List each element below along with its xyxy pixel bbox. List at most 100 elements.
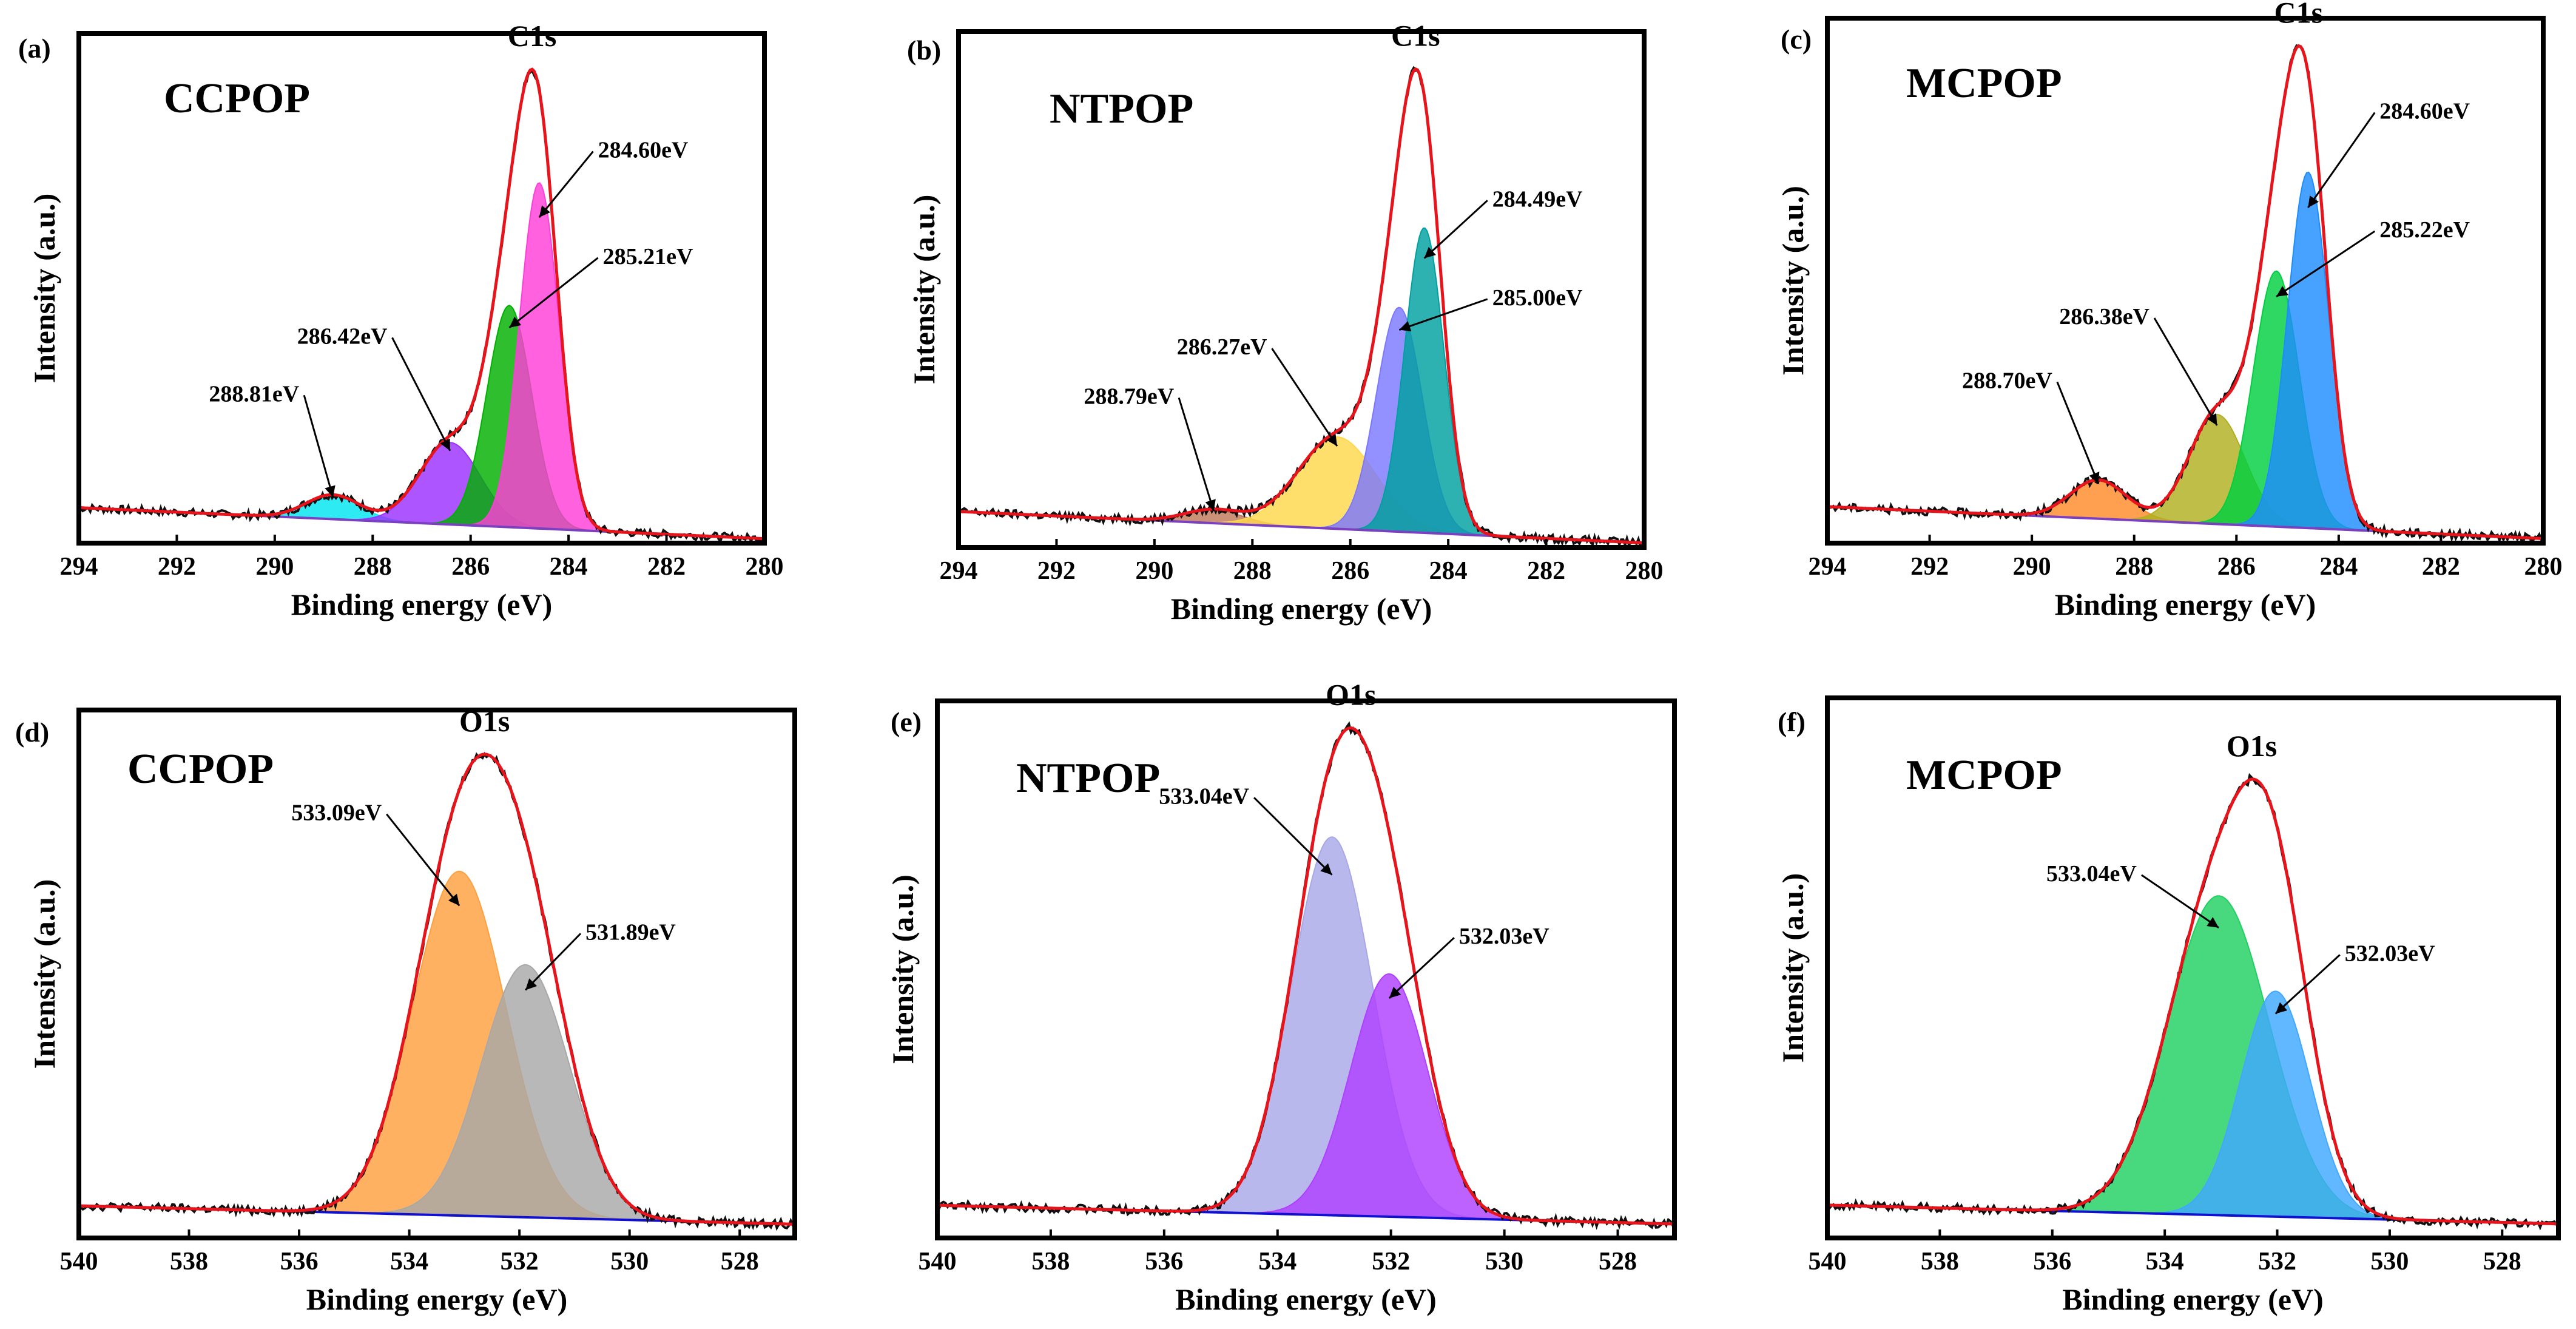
peak-title: O1s: [2227, 729, 2277, 763]
plot-area: [959, 66, 1644, 547]
annotation-arrow: [1398, 298, 1488, 331]
x-tick-label: 288: [354, 553, 392, 581]
x-tick-label: 532: [1372, 1248, 1410, 1276]
annotation-arrowhead: [1399, 321, 1412, 332]
annotation-arrow: [391, 337, 451, 451]
sample-name: MCPOP: [1906, 752, 2062, 799]
chart-panel-6: 540 538 536 534 532 530 528 Binding energy (eV)…: [1776, 695, 2561, 1316]
annotation-arrow: [1253, 797, 1333, 876]
peak-title: O1s: [1326, 677, 1376, 711]
x-tick-label: 536: [1145, 1248, 1183, 1276]
y-axis-label: Intensity (a.u.): [27, 879, 61, 1069]
plot-area: [1827, 44, 2543, 543]
x-tick-label: 540: [1809, 1248, 1847, 1276]
annotation-arrowhead: [2276, 286, 2289, 297]
peak-title: C1s: [2274, 0, 2324, 30]
component-peak-1: [79, 870, 795, 1225]
x-tick-label: 528: [721, 1248, 759, 1276]
chart-panel-1: 294 292 290 288 286 284 282 280 Binding energy (…: [18, 19, 784, 621]
chart-panel-2: 294 292 290 288 286 284 282 280 Binding energy (…: [907, 19, 1664, 626]
x-tick-label: 294: [1809, 553, 1847, 581]
panel-letter: (c): [1781, 24, 1812, 55]
x-tick-label: 540: [60, 1248, 98, 1276]
x-tick-label: 280: [1625, 557, 1664, 585]
plot-area: [937, 721, 1674, 1230]
sample-name: NTPOP: [1016, 755, 1160, 802]
x-tick-label: 536: [2033, 1248, 2071, 1276]
fitted-envelope-line: [1827, 44, 2543, 540]
peak-annotation-label: 533.04eV: [2046, 861, 2137, 887]
peak-annotation-label: 288.70eV: [1962, 368, 2052, 393]
annotation-arrow: [1388, 937, 1455, 999]
peak-annotation-label: 286.27eV: [1177, 334, 1267, 360]
plot-frame: [935, 698, 1677, 1240]
annotation-arrowhead: [1424, 246, 1436, 259]
x-tick-label: 290: [1135, 557, 1173, 585]
x-tick-label: 288: [2115, 553, 2153, 581]
x-tick-label: 528: [1599, 1248, 1637, 1276]
plot-area: [79, 67, 764, 543]
x-tick-label: 282: [1527, 557, 1565, 585]
peak-annotation-label: 288.79eV: [1084, 384, 1174, 409]
peak-title: C1s: [508, 19, 557, 53]
annotation-arrow: [508, 257, 599, 329]
peak-title: O1s: [459, 704, 510, 738]
annotation-arrow: [525, 933, 582, 991]
peak-annotation-label: 531.89eV: [585, 919, 676, 945]
x-tick-label: 286: [2217, 553, 2256, 581]
x-tick-label: 284: [2319, 553, 2358, 581]
chart-panel-5: 540 538 536 534 532 530 528 Binding energy (eV)…: [886, 677, 1677, 1316]
peak-annotation-label: 532.03eV: [2345, 941, 2435, 966]
x-tick-label: 294: [940, 557, 978, 585]
annotation-arrowhead: [2275, 1002, 2288, 1014]
x-tick-label: 538: [1921, 1248, 1959, 1276]
fitted-envelope-line: [937, 726, 1674, 1226]
fitted-envelope-line: [79, 67, 764, 541]
x-tick-label: 534: [1258, 1248, 1296, 1276]
y-axis-label: Intensity (a.u.): [27, 194, 61, 384]
peak-annotation-label: 285.21eV: [603, 244, 693, 269]
x-tick-label: 290: [2013, 553, 2051, 581]
annotation-arrowhead: [440, 438, 450, 451]
panel-letter: (f): [1778, 706, 1806, 737]
annotation-arrow: [2276, 230, 2376, 298]
x-tick-label: 286: [451, 553, 490, 581]
annotation-arrowhead: [2207, 413, 2217, 426]
x-axis-label: Binding energy (eV): [2062, 1282, 2324, 1316]
annotation-arrowhead: [509, 316, 522, 328]
y-axis-label: Intensity (a.u.): [907, 195, 941, 385]
peak-annotation-label: 533.04eV: [1159, 783, 1249, 809]
fitted-envelope-line: [1827, 777, 2558, 1226]
x-tick-label: 532: [2258, 1248, 2296, 1276]
x-tick-label: 538: [1031, 1248, 1070, 1276]
x-tick-label: 290: [255, 553, 294, 581]
fitted-envelope-line: [79, 752, 795, 1226]
annotation-arrow: [386, 813, 460, 907]
sample-name: NTPOP: [1050, 86, 1193, 132]
peak-annotation-label: 286.38eV: [2059, 304, 2149, 330]
annotation-arrowhead: [539, 205, 551, 218]
x-tick-label: 292: [1037, 557, 1076, 585]
peak-annotation-label: 533.09eV: [291, 800, 382, 826]
x-tick-label: 284: [550, 553, 588, 581]
y-axis-label: Intensity (a.u.): [1776, 186, 1810, 376]
peak-title: C1s: [1391, 19, 1440, 53]
x-tick-label: 536: [280, 1248, 319, 1276]
x-tick-label: 288: [1233, 557, 1272, 585]
annotation-arrow: [303, 394, 334, 498]
x-tick-label: 534: [390, 1248, 428, 1276]
plot-area: [1827, 773, 2558, 1231]
x-tick-label: 280: [2524, 553, 2563, 581]
annotation-arrow: [2056, 381, 2100, 484]
peak-annotation-label: 284.60eV: [2379, 98, 2470, 124]
component-peak-1: [1827, 895, 2558, 1225]
x-tick-label: 530: [610, 1248, 649, 1276]
x-tick-label: 282: [647, 553, 686, 581]
x-axis-label: Binding energy (eV): [291, 587, 553, 621]
plot-frame: [956, 29, 1647, 550]
annotation-arrowhead: [2207, 917, 2219, 928]
sample-name: MCPOP: [1906, 60, 2062, 107]
y-axis-label: Intensity (a.u.): [886, 874, 920, 1064]
x-tick-label: 292: [1910, 553, 1949, 581]
